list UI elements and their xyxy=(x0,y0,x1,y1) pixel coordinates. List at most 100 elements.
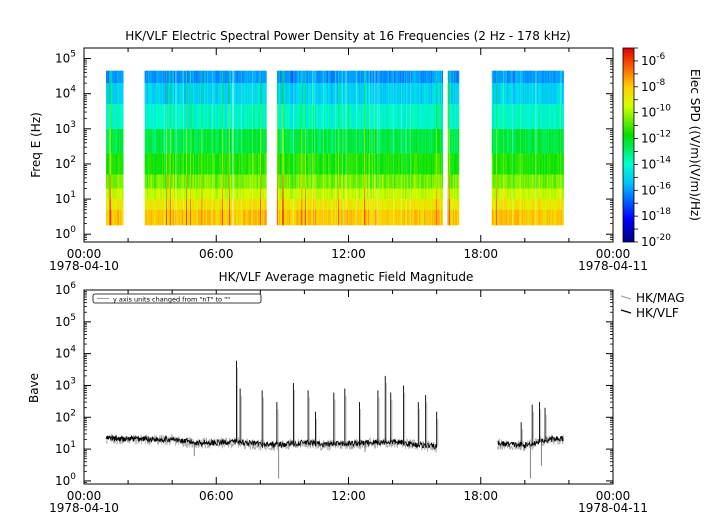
spectrogram-cell xyxy=(406,199,408,210)
spectrogram-cell xyxy=(216,83,218,105)
spectrogram-cell xyxy=(226,83,228,105)
spectrogram-cell xyxy=(224,153,226,175)
spectrogram-cell xyxy=(170,199,172,210)
spectrogram-cell xyxy=(325,83,327,105)
spectrogram-cell xyxy=(324,83,326,105)
spectrogram-cell xyxy=(350,153,352,175)
spectrogram-cell xyxy=(109,83,111,105)
spectrogram-cell xyxy=(219,70,221,84)
spectrogram-cell xyxy=(302,199,304,210)
spectrogram-cell xyxy=(310,70,312,84)
spectrogram-cell xyxy=(369,199,371,210)
spectrogram-cell xyxy=(115,174,117,189)
spectrogram-cell xyxy=(385,104,387,129)
spectrogram-cell xyxy=(156,199,158,210)
spectrogram-cell xyxy=(265,174,267,189)
spectrogram-cell xyxy=(110,153,112,175)
spectrogram-cell xyxy=(333,70,335,84)
spectrogram-cell xyxy=(500,83,502,105)
spectrogram-cell xyxy=(172,83,174,105)
spectrogram-cell xyxy=(312,104,314,129)
spectrogram-cell xyxy=(165,209,167,226)
spectrogram-cell xyxy=(178,83,180,105)
spectrogram-cell xyxy=(329,153,331,175)
spectrogram-cell xyxy=(276,128,278,154)
spectrogram-cell xyxy=(302,128,304,154)
spectrogram-cell xyxy=(374,128,376,154)
spectrogram-cell xyxy=(221,83,223,105)
spectrogram-cell xyxy=(298,128,300,154)
spectrogram-cell xyxy=(219,209,221,226)
spectrogram-cell xyxy=(191,209,193,226)
spectrogram-cell xyxy=(294,83,296,105)
spectrogram-cell xyxy=(319,128,321,154)
spectrogram-cell xyxy=(310,153,312,175)
spectrogram-cell xyxy=(359,104,361,129)
spectrogram-cell xyxy=(115,209,117,226)
spectrogram-cell xyxy=(309,70,311,84)
spectrogram-cell xyxy=(258,83,260,105)
spectrogram-cell xyxy=(283,104,285,129)
spectrogram-cell xyxy=(149,104,151,129)
spectrogram-cell xyxy=(182,199,184,210)
spectrogram-cell xyxy=(308,174,310,189)
spectrogram-cell xyxy=(196,128,198,154)
spectrogram-cell xyxy=(162,199,164,210)
spectrogram-cell xyxy=(112,128,114,154)
spectrogram-cell xyxy=(319,199,321,210)
spectrogram-cell xyxy=(324,70,326,84)
spectrogram-cell xyxy=(185,188,187,200)
spectrogram-cell xyxy=(151,174,153,189)
spectrogram-cell xyxy=(198,128,200,154)
spectrogram-cell xyxy=(147,104,149,129)
spectrogram-cell xyxy=(155,128,157,154)
spectrogram-cell xyxy=(501,174,503,189)
spectrogram-cell xyxy=(208,104,210,129)
spectrogram-cell xyxy=(151,209,153,226)
spectrogram-cell xyxy=(298,209,300,226)
spectrogram-cell xyxy=(111,70,113,84)
spectrogram-cell xyxy=(280,104,282,129)
spectrogram-cell xyxy=(411,128,413,154)
spectrogram-cell xyxy=(515,209,517,226)
spectrogram-cell xyxy=(512,70,514,84)
spectrogram-cell xyxy=(452,128,454,154)
spectrogram-cell xyxy=(201,83,203,105)
spectrogram-cell xyxy=(158,199,160,210)
spectrogram-cell xyxy=(413,174,415,189)
spectrogram-cell xyxy=(385,70,387,84)
spectrogram-cell xyxy=(499,209,501,226)
spectrogram-cell xyxy=(348,188,350,200)
spectrogram-cell xyxy=(362,83,364,105)
spectrogram-cell xyxy=(116,153,118,175)
spectrogram-cell xyxy=(442,199,444,210)
spectrogram-cell xyxy=(296,174,298,189)
spectrogram-cell xyxy=(343,128,345,154)
spectrogram-cell xyxy=(210,104,212,129)
spectrogram-cell xyxy=(403,188,405,200)
spectrogram-cell xyxy=(503,70,505,84)
spectrogram-cell xyxy=(204,128,206,154)
spectrogram-cell xyxy=(248,128,250,154)
spectrogram-cell xyxy=(337,199,339,210)
spectrogram-cell xyxy=(436,188,438,200)
spectrogram-cell xyxy=(453,83,455,105)
spectrogram-cell xyxy=(306,199,308,210)
spectrogram-cell xyxy=(436,104,438,129)
spectrogram-cell xyxy=(188,128,190,154)
spectrogram-cell xyxy=(246,128,248,154)
spectrogram-cell xyxy=(205,70,207,84)
spectrogram-cell xyxy=(348,209,350,226)
spectrogram-cell xyxy=(151,83,153,105)
spectrogram-cell xyxy=(113,128,115,154)
spectrogram-cell xyxy=(493,153,495,175)
spectrogram-cell xyxy=(515,174,517,189)
spectrogram-cell xyxy=(341,153,343,175)
spectrogram-cell xyxy=(422,83,424,105)
spectrogram-cell xyxy=(323,128,325,154)
spectrogram-cell xyxy=(292,174,294,189)
spectrogram-cell xyxy=(413,128,415,154)
spectrogram-cell xyxy=(420,83,422,105)
spectrogram-cell xyxy=(344,104,346,129)
spectrogram-cell xyxy=(516,104,518,129)
